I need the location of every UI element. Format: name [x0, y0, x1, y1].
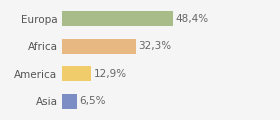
- Bar: [62, 11, 173, 26]
- Text: 12,9%: 12,9%: [94, 69, 127, 79]
- Bar: [62, 66, 91, 81]
- Text: 6,5%: 6,5%: [79, 96, 105, 106]
- Bar: [62, 94, 77, 109]
- Text: 48,4%: 48,4%: [176, 14, 209, 24]
- Text: 32,3%: 32,3%: [138, 41, 172, 51]
- Bar: [62, 39, 136, 54]
